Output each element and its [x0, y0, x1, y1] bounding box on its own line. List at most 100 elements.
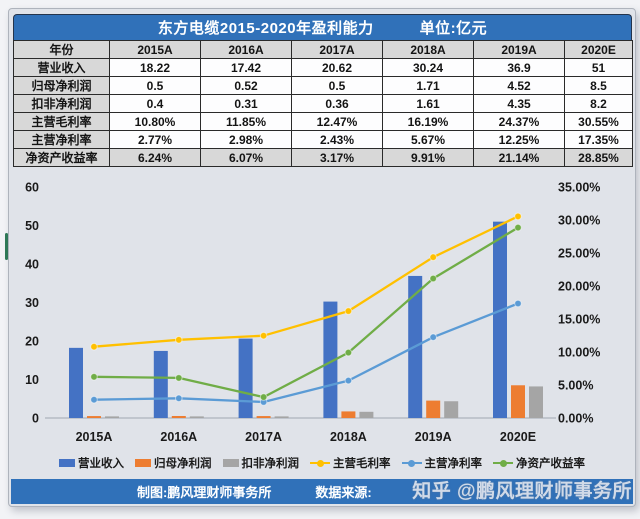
x-axis-category-label: 2018A: [330, 430, 367, 444]
legend-label: 扣非净利润: [241, 458, 300, 470]
legend-line-marker: [408, 459, 415, 467]
report-panel: 东方电缆2015-2020年盈利能力 单位:亿元 年份 2015A 2016A 201…: [8, 8, 636, 507]
bar-营业收入: [69, 347, 83, 418]
table-cell: 0.4: [109, 94, 201, 113]
column-header: 2019A: [473, 40, 565, 59]
bar-归母净利润: [341, 411, 356, 418]
marker-主营毛利率: [259, 331, 268, 340]
legend-line-swatch: [493, 459, 513, 467]
legend-item: 净资产收益率: [493, 455, 585, 471]
x-axis-category-label: 2017A: [245, 430, 282, 444]
table-cell: 2.98%: [200, 130, 292, 149]
table-cell: 18.22: [109, 58, 201, 77]
legend-line-marker: [499, 459, 507, 467]
x-axis-category-label: 2019A: [415, 430, 452, 444]
marker-主营毛利率: [344, 307, 353, 315]
legend-line-marker: [316, 459, 324, 467]
left-axis-tick-label: 60: [25, 181, 39, 195]
column-header: 2017A: [291, 40, 383, 59]
right-axis-tick-label: 10.00%: [558, 346, 600, 360]
table-body: 营业收入 18.22 17.42 20.62 30.24 36.9 51 归母净利润 0.5 0.…: [13, 58, 633, 167]
bar-归母净利润: [256, 416, 271, 418]
column-header: 2020E: [564, 40, 633, 59]
table-cell: 10.80%: [109, 112, 201, 131]
combo-chart: 60 50 40 30 20 10 0 35.00% 30.00% 25.00% 20.00% 15.…: [25, 181, 600, 445]
table-cell: 12.47%: [291, 112, 383, 131]
table-cell: 21.14%: [473, 148, 565, 167]
footer-bar: 制图:鹏风理财师事务所 数据来源:: [11, 479, 633, 504]
bar-扣非净利润: [359, 411, 374, 418]
column-header: 2018A: [382, 40, 474, 59]
table-cell: 51: [564, 58, 633, 77]
legend-line-swatch: [310, 459, 330, 467]
table-cell: 5.67%: [382, 130, 474, 149]
column-header: 2015A: [109, 40, 201, 59]
marker-主营净利率: [429, 333, 438, 341]
marker-主营毛利率: [429, 253, 438, 261]
right-axis-tick-label: 35.00%: [558, 181, 600, 195]
left-axis-tick-label: 20: [25, 335, 39, 349]
right-axis-tick-label: 20.00%: [558, 280, 600, 294]
row-label: 扣非净利润: [13, 94, 110, 113]
marker-主营毛利率: [90, 342, 98, 351]
table-cell: 9.91%: [382, 148, 474, 167]
legend-item: 归母净利润: [135, 455, 212, 471]
table-row: 归母净利润 0.5 0.52 0.5 1.71 4.52 8.5: [13, 76, 633, 95]
marker-净资产收益率: [175, 374, 183, 382]
table-cell: 0.36: [291, 94, 383, 113]
table-row: 净资产收益率 6.24% 6.07% 3.17% 9.91% 21.14% 28.85%: [13, 148, 633, 167]
row-label: 主营净利率: [13, 130, 110, 149]
x-axis-category-label: 2016A: [160, 430, 197, 444]
marker-净资产收益率: [514, 223, 522, 232]
table-cell: 0.5: [109, 76, 201, 95]
table-title: 东方电缆2015-2020年盈利能力: [157, 20, 374, 37]
table-cell: 17.42: [200, 58, 292, 77]
legend-item: 主营净利率: [401, 455, 483, 471]
table-header-row: 年份 2015A 2016A 2017A 2018A 2019A 2020E: [13, 40, 633, 59]
table-cell: 0.5: [291, 76, 383, 95]
table-row: 扣非净利润 0.4 0.31 0.36 1.61 4.35 8.2: [13, 94, 633, 113]
footer-source-label: 数据来源:: [315, 485, 372, 500]
row-label: 主营毛利率: [13, 112, 110, 131]
marker-主营净利率: [344, 376, 353, 385]
legend-bar-swatch: [59, 459, 75, 467]
column-header: 年份: [13, 40, 110, 59]
chart-legend: 营业收入 归母净利润 扣非净利润 主营毛利率 主营净利率 净资产收益率: [9, 453, 635, 473]
table-cell: 1.61: [382, 94, 474, 113]
row-label: 营业收入: [13, 58, 110, 77]
marker-净资产收益率: [344, 348, 353, 357]
table-cell: 4.35: [473, 94, 565, 113]
legend-item: 营业收入: [59, 455, 124, 471]
table-cell: 28.85%: [564, 148, 633, 167]
bar-营业收入: [493, 221, 507, 418]
right-axis-tick-label: 25.00%: [558, 247, 600, 261]
line-净资产收益率: [92, 226, 520, 399]
table-cell: 8.5: [564, 76, 633, 95]
table-cell: 30.55%: [564, 112, 633, 131]
table-cell: 0.31: [200, 94, 292, 113]
left-edge-marker: [5, 233, 8, 260]
table-cell: 0.52: [200, 76, 292, 95]
right-axis-tick-label: 15.00%: [558, 313, 600, 327]
bar-归母净利润: [87, 416, 101, 418]
table-cell: 12.25%: [473, 130, 565, 149]
legend-label: 净资产收益率: [516, 458, 585, 470]
table-cell: 30.24: [382, 58, 474, 77]
legend-item: 主营毛利率: [310, 455, 391, 471]
table-cell: 4.52: [473, 76, 565, 95]
table-cell: 6.24%: [109, 148, 201, 167]
legend-label: 营业收入: [78, 458, 124, 470]
table-cell: 8.2: [564, 94, 633, 113]
legend-label: 主营净利率: [424, 458, 483, 470]
left-axis-tick-label: 40: [25, 258, 39, 272]
marker-主营净利率: [90, 395, 98, 404]
table-cell: 11.85%: [200, 112, 292, 131]
table-cell: 1.71: [382, 76, 474, 95]
bar-营业收入: [153, 350, 168, 418]
bar-营业收入: [323, 301, 338, 418]
marker-净资产收益率: [429, 274, 438, 283]
right-axis-tick-label: 0.00%: [558, 412, 593, 426]
table-row: 主营净利率 2.77% 2.98% 2.43% 5.67% 12.25% 17.35%: [13, 130, 633, 149]
left-axis-tick-label: 10: [25, 373, 39, 387]
